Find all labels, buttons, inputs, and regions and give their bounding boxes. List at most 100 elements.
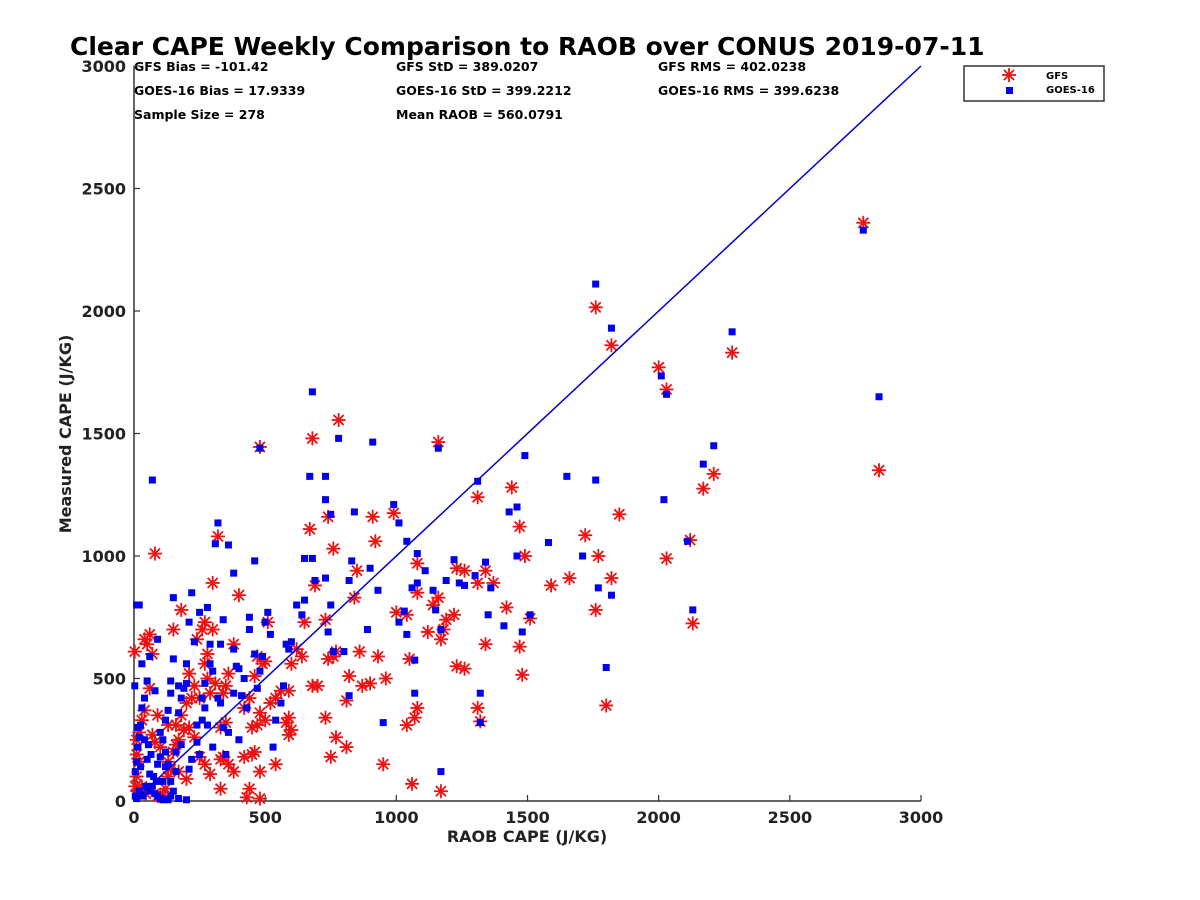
goes16-point [442,577,450,584]
goes16-point [198,694,206,702]
gfs-point [447,607,462,622]
goes16-point [167,792,175,800]
goes16-point [411,656,419,664]
goes16-point [182,796,190,804]
goes16-point [461,581,469,589]
goes16-point [167,777,175,785]
goes16-point [214,519,222,527]
goes16-point [476,689,484,697]
gfs-point [470,490,485,505]
goes16-point [329,648,337,656]
gfs-point [725,345,740,360]
goes16-point [185,618,193,626]
goes16-point [238,692,246,700]
goes16-point [190,638,198,646]
goes16-point [348,557,356,565]
goes16-point [196,750,204,758]
gfs-point [245,747,260,762]
gfs-point [252,764,267,779]
goes16-point [154,760,162,768]
goes16-point [482,558,490,566]
gfs-point [197,757,212,772]
series-gfs [127,215,887,806]
gfs-point [221,757,236,772]
gfs-point [147,546,162,561]
goes16-point [135,601,143,609]
goes16-point [140,694,148,702]
gfs-point [439,612,454,627]
goes16-point [175,682,183,690]
gfs-point [150,708,165,723]
x-ticks: 0 500 1000 1500 2000 2500 3000 [128,795,943,827]
gfs-point [370,649,385,664]
gfs-point [872,463,887,478]
gfs-point [604,338,619,353]
goes16-point [146,787,154,795]
goes16-point [282,640,290,648]
gfs-point [433,632,448,647]
gfs-point [410,556,425,571]
goes16-point [657,372,665,380]
goes16-point [437,626,445,633]
y-tick-label: 2500 [81,180,126,199]
goes16-point [432,606,440,614]
goes16-point [455,579,463,587]
goes16-point [182,679,190,687]
goes16-point [684,537,692,545]
goes16-point [139,792,147,800]
goes16-point [859,226,867,234]
goes16-point [285,645,293,653]
goes16-point [728,328,736,336]
goes16-point [133,758,141,766]
goes16-point [710,442,718,450]
goes16-point [395,618,403,626]
gfs-point [323,749,338,764]
gfs-point [685,616,700,631]
goes16-point [374,586,382,594]
goes16-point [403,537,411,545]
gfs-point [200,647,215,661]
gfs-point [268,757,283,772]
gfs-point [305,431,320,446]
goes16-point [230,645,238,653]
gfs-point [352,644,367,659]
goes16-point [135,733,143,741]
x-tick-label: 0 [128,808,139,827]
gfs-point [512,639,527,654]
gfs-point [591,549,606,563]
goes16-point [217,699,225,707]
goes16-point [395,519,403,527]
goes16-point [471,572,479,580]
goes16-point [230,569,238,577]
stat-goes-std: GOES-16 StD = 399.2212 [396,83,572,98]
goes16-point [413,550,421,558]
gfs-point [213,781,228,796]
goes16-point [513,552,521,560]
gfs-point [302,522,317,537]
goes16-point [390,501,398,509]
goes16-point [156,728,164,736]
goes16-point [224,541,232,549]
legend-gfs-label: GFS [1046,71,1068,82]
goes16-point [147,750,155,758]
gfs-point [328,730,343,745]
gfs-point [208,676,223,691]
gfs-point [203,767,218,782]
goes16-point [206,660,214,668]
stat-gfs-std: GFS StD = 389.0207 [396,59,538,74]
gfs-point [205,575,220,590]
legend-goes16-square-icon [1006,87,1013,94]
y-axis-label: Measured CAPE (J/KG) [56,335,75,534]
gfs-point [245,720,260,735]
goes16-point [476,719,484,727]
gfs-point [604,571,619,586]
stat-gfs-bias: GFS Bias = -101.42 [134,59,268,74]
goes16-point [251,557,259,565]
goes16-point [521,452,529,460]
goes16-point [169,787,177,795]
gfs-point [368,534,383,549]
goes16-point [151,687,159,695]
goes16-point [175,795,183,803]
y-tick-label: 3000 [81,57,126,76]
goes16-point [594,584,602,592]
